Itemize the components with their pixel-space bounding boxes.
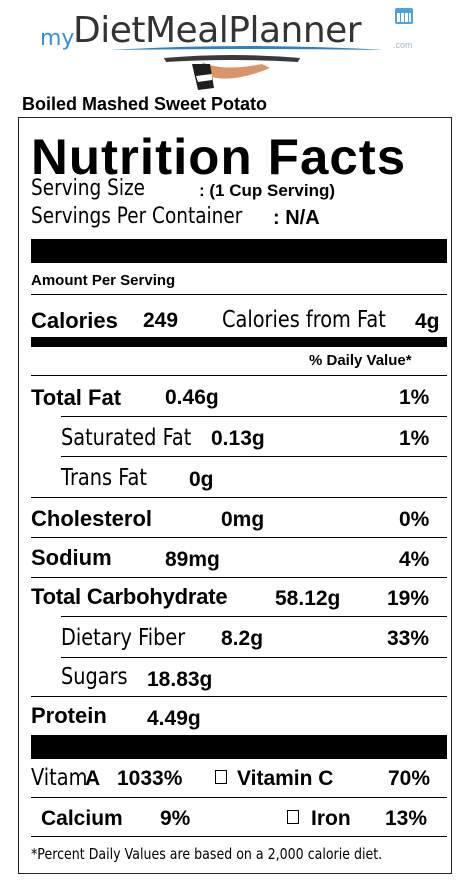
vitamin-a-label-start: Vitam: [31, 765, 88, 791]
nutrient-name-total-carbohydrate: Total Carbohydrate: [31, 584, 228, 609]
label-title: Nutrition Facts: [31, 129, 407, 185]
nutrient-name-protein: Protein: [31, 703, 107, 728]
nutrient-name-total-fat: Total Fat: [31, 385, 122, 410]
calendar-icon: [395, 8, 413, 24]
iron-label: Iron: [311, 807, 351, 830]
calories-value: 249: [143, 309, 179, 332]
servings-per-container-value: : N/A: [273, 207, 320, 229]
nutrient-name-dietary-fiber: Dietary Fiber: [61, 625, 186, 651]
nutrition-facts-label: Nutrition Facts Serving Size : (1 Cup Se…: [18, 117, 452, 874]
nutrient-dv-total-carbohydrate: 19%: [387, 587, 430, 610]
calcium-label: Calcium: [41, 807, 123, 830]
food-name: Boiled Mashed Sweet Potato: [22, 94, 268, 114]
nutrient-dv-dietary-fiber: 33%: [387, 627, 430, 650]
divider: [61, 416, 447, 417]
vitamin-a-value: 1033%: [117, 767, 183, 790]
calories-from-fat-value: 4g: [415, 310, 440, 333]
medium-divider: [31, 337, 447, 347]
nutrient-amount-dietary-fiber: 8.2g: [221, 627, 264, 650]
separator-box: [215, 770, 227, 788]
nutrient-dv-total-fat: 1%: [399, 386, 430, 409]
nutrient-name-trans-fat: Trans Fat: [61, 465, 147, 491]
logo-prefix: my: [40, 26, 75, 51]
swoosh-graphic: [110, 46, 384, 50]
nutrient-dv-sodium: 4%: [399, 548, 430, 571]
divider: [31, 577, 447, 578]
serving-size-label: Serving Size: [31, 176, 146, 201]
serving-hand-icon: [164, 55, 300, 90]
divider: [31, 294, 447, 295]
nutrient-amount-sodium: 89mg: [165, 548, 220, 571]
servings-per-container-label: Servings Per Container: [31, 204, 243, 229]
nutrient-amount-sugars: 18.83g: [147, 668, 213, 691]
vitamin-a-label-end: A: [85, 767, 101, 790]
nutrient-amount-saturated-fat: 0.13g: [211, 427, 265, 450]
amount-per-serving: Amount Per Serving: [31, 272, 176, 289]
divider: [31, 696, 447, 697]
nutrient-name-saturated-fat: Saturated Fat: [61, 425, 192, 451]
separator-box: [287, 810, 299, 828]
divider: [31, 497, 447, 498]
thick-divider: [31, 239, 447, 263]
calories-from-fat-label: Calories from Fat: [222, 307, 386, 333]
vitamin-c-value: 70%: [388, 767, 431, 790]
nutrient-name-sodium: Sodium: [31, 545, 112, 570]
nutrient-amount-total-carbohydrate: 58.12g: [275, 587, 341, 610]
daily-value-header: % Daily Value*: [309, 352, 412, 369]
divider: [61, 657, 447, 658]
nutrient-amount-cholesterol: 0mg: [221, 508, 265, 531]
logo-name: DietMealPlanner: [73, 10, 362, 51]
nutrient-dv-saturated-fat: 1%: [399, 427, 430, 450]
divider: [31, 537, 447, 538]
iron-value: 13%: [385, 807, 428, 830]
nutrient-name-sugars: Sugars: [61, 664, 128, 690]
nutrient-amount-protein: 4.49g: [147, 707, 201, 730]
divider: [61, 616, 447, 617]
site-logo[interactable]: my DietMealPlanner .com: [36, 6, 426, 96]
divider: [31, 836, 447, 837]
nutrient-amount-total-fat: 0.46g: [165, 386, 219, 409]
calcium-value: 9%: [160, 807, 191, 830]
nutrient-dv-cholesterol: 0%: [399, 508, 430, 531]
thick-divider: [31, 735, 447, 759]
vitamin-c-label: Vitamin C: [237, 767, 334, 790]
calories-label: Calories: [31, 308, 118, 333]
divider: [61, 456, 447, 457]
footnote: *Percent Daily Values are based on a 2,0…: [31, 845, 383, 863]
serving-size-value: : (1 Cup Serving): [199, 181, 336, 200]
logo-suffix: .com: [393, 40, 413, 50]
nutrient-amount-trans-fat: 0g: [189, 468, 214, 491]
nutrient-name-cholesterol: Cholesterol: [31, 506, 153, 531]
divider: [31, 375, 447, 376]
divider: [31, 797, 447, 798]
